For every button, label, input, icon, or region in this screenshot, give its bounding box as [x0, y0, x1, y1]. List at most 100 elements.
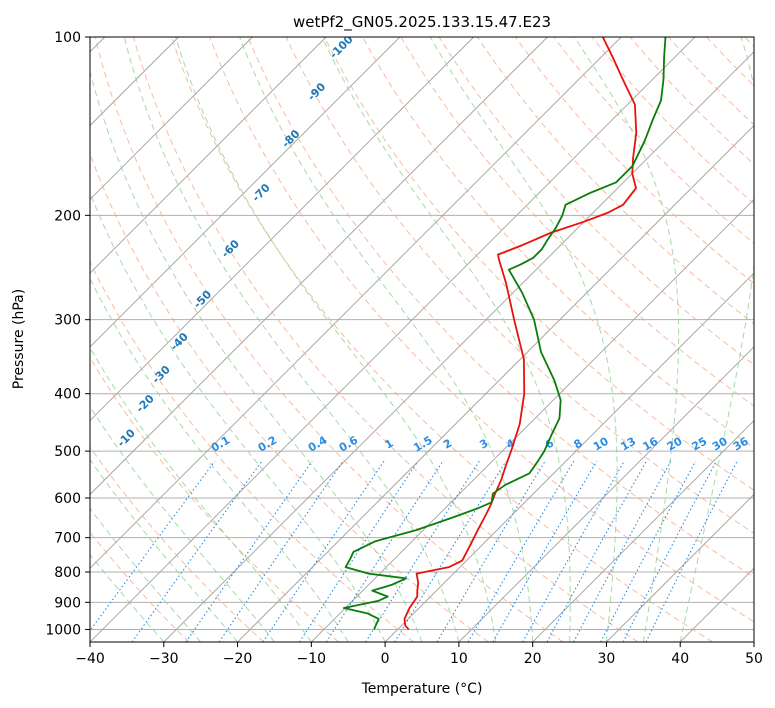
axes: −40 −30 −20 −10 0 10 20 30 40 50 1000 900 800 700 600 5…: [45, 30, 763, 667]
moist-adiabat-label: -10: [115, 426, 138, 449]
mixing-ratio-line: [90, 460, 216, 632]
isotherm-line: [90, 37, 474, 422]
mixing-ratio-line: [492, 460, 598, 642]
y-tick-label: 900: [54, 595, 81, 611]
moist-adiabat-label: -90: [305, 80, 328, 103]
y-axis-label: Pressure (hPa): [11, 289, 27, 389]
moist-adiabat-line: [679, 37, 754, 642]
moist-adiabat-line: [429, 37, 618, 642]
y-tick-label: 600: [54, 491, 81, 507]
y-tick-label: 1000: [45, 622, 81, 638]
isotherm-line: [90, 37, 548, 496]
dry-adiabat-line: [209, 37, 754, 623]
dry-adiabat-line: [247, 37, 754, 578]
isotherm-line: [90, 37, 622, 569]
mixing-ratio-line: [131, 460, 263, 642]
moist-adiabat-line: [90, 553, 165, 642]
y-tick-label: 400: [54, 387, 81, 403]
x-tick-label: 40: [671, 651, 689, 667]
isotherm-line: [384, 272, 754, 642]
dry-adiabat-line: [171, 37, 713, 642]
x-tick-label: −40: [75, 651, 105, 667]
moist-adiabat-line: [175, 37, 497, 642]
chart-title: wetPf2_GN05.2025.133.15.47.E23: [293, 13, 551, 32]
dry-adiabat-line: [591, 37, 754, 205]
isopleth-labels: 0.1 0.2 0.4 0.6 1 1.5 2 3 4 6 8 10 13 16 20 25 30 36-100-…: [115, 37, 751, 455]
moist-adiabat-line: [90, 458, 238, 642]
mixing-ratio-label: 2: [441, 437, 454, 452]
dry-adiabat-line: [323, 37, 754, 491]
dry-adiabat-line: [132, 37, 639, 642]
dry-adiabat-line: [400, 37, 754, 407]
moist-adiabat-label: -80: [279, 127, 302, 150]
y-tick-label: 100: [54, 30, 81, 46]
isotherm-line: [532, 420, 754, 642]
isotherm-line: [163, 51, 754, 642]
dry-adiabat-line: [438, 37, 754, 366]
x-tick-label: 20: [524, 651, 542, 667]
profile-lines: [342, 37, 667, 631]
isotherm-line: [90, 37, 327, 274]
dry-adiabat-line: [706, 37, 754, 87]
dry-adiabat-line: [90, 356, 339, 642]
y-tick-label: 700: [54, 531, 81, 547]
temperature-profile-line: [403, 37, 638, 631]
dry-adiabat-line: [94, 37, 564, 642]
moist-adiabat-line: [90, 507, 202, 642]
mixing-ratio-line: [325, 460, 444, 642]
moist-adiabat-line: [239, 37, 534, 642]
moist-adiabat-label: -70: [250, 181, 273, 204]
y-tick-label: 200: [54, 208, 81, 224]
moist-adiabat-label: -30: [150, 363, 173, 386]
dry-adiabat-line: [667, 37, 754, 126]
x-tick-label: −10: [297, 651, 327, 667]
dewpoint-profile-line: [342, 37, 667, 630]
isotherm-line: [90, 37, 253, 200]
plot-frame: [89, 36, 755, 643]
dry-adiabat-line: [90, 531, 190, 642]
moist-adiabat-line: [90, 346, 312, 642]
dry-adiabat-line: [515, 37, 754, 285]
isotherm-line: [237, 124, 754, 642]
moist-adiabat-label: -20: [134, 392, 157, 415]
mixing-ratio-line: [394, 460, 507, 642]
mixing-ratio-line: [185, 460, 313, 642]
isotherm-line: [311, 198, 754, 642]
mixing-ratio-line: [645, 460, 738, 642]
isotherm-line: [679, 567, 754, 642]
moist-adiabat-label: -60: [219, 237, 242, 260]
mixing-ratio-line: [262, 460, 385, 642]
x-tick-label: 50: [745, 651, 763, 667]
dry-adiabat-line: [90, 152, 489, 642]
mixing-ratio-line: [436, 460, 546, 642]
dry-adiabat-line: [362, 37, 754, 449]
x-axis-label: Temperature (°C): [361, 681, 483, 697]
mixing-ratio-line: [522, 460, 625, 642]
isotherm-line: [458, 346, 754, 642]
x-tick-label: 0: [381, 651, 390, 667]
moist-adiabat-line: [90, 277, 349, 642]
x-tick-label: −30: [149, 651, 179, 667]
moist-adiabat-line: [573, 37, 680, 642]
x-tick-label: −20: [223, 651, 253, 667]
mixing-ratio-line: [467, 460, 575, 642]
dry-adiabat-line: [629, 37, 754, 165]
dry-adiabat-line: [744, 37, 754, 48]
mixing-ratio-line: [365, 460, 480, 642]
y-tick-label: 500: [54, 444, 81, 460]
isotherm-line: [753, 641, 754, 642]
moist-adiabat-line: [90, 191, 386, 642]
dry-adiabat-line: [90, 260, 414, 642]
moist-adiabat-line: [123, 37, 460, 642]
moist-adiabat-line: [321, 37, 571, 642]
moist-adiabat-line: [90, 405, 275, 642]
dry-adiabat-line: [90, 446, 265, 642]
mixing-ratio-line: [622, 460, 717, 642]
x-tick-label: 30: [598, 651, 616, 667]
y-tick-label: 300: [54, 313, 81, 329]
isotherm-line: [606, 493, 754, 642]
y-tick-label: 800: [54, 565, 81, 581]
isotherm-line: [90, 37, 401, 348]
mixing-ratio-line: [600, 460, 697, 642]
